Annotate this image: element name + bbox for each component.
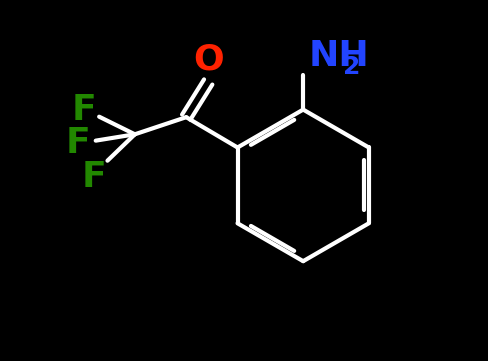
Text: 2: 2 (343, 55, 360, 79)
Text: F: F (72, 93, 97, 127)
Text: NH: NH (308, 39, 369, 73)
Text: F: F (81, 160, 106, 194)
Text: O: O (192, 42, 223, 76)
Text: F: F (65, 126, 90, 160)
